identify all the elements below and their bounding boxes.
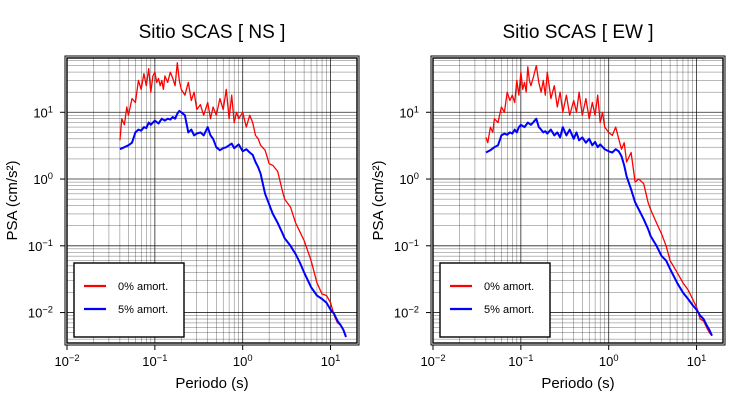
y-axis-label: PSA (cm/s²) bbox=[370, 160, 387, 240]
panel-ew: Sitio SCAS [ EW ]10−2 10−1 100 10110−210−11… bbox=[370, 22, 726, 392]
x-tick-label-base: 10 bbox=[233, 354, 247, 369]
x-tick-label-exp: 0 bbox=[247, 353, 252, 363]
x-tick-label: 10−1 bbox=[508, 353, 533, 369]
y-tick-label-base: 10 bbox=[28, 239, 42, 254]
y-tick-label-exp: −1 bbox=[408, 238, 419, 248]
y-tick-label: 10−1 bbox=[394, 238, 419, 254]
x-tick-label: 10−1 bbox=[142, 353, 167, 369]
y-tick-label: 10−2 bbox=[394, 305, 419, 321]
x-tick-label-base: 10 bbox=[321, 354, 335, 369]
y-tick-label: 100 bbox=[33, 171, 53, 187]
x-tick-label-exp: 1 bbox=[335, 353, 340, 363]
x-tick-label-base: 10 bbox=[420, 354, 434, 369]
y-tick-label-base: 10 bbox=[394, 306, 408, 321]
chart-title: Sitio SCAS [ NS ] bbox=[139, 22, 286, 43]
legend-box bbox=[73, 262, 185, 338]
x-tick-label: 100 bbox=[233, 353, 253, 369]
y-tick-label-base: 10 bbox=[33, 172, 47, 187]
x-axis-label: Periodo (s) bbox=[175, 375, 248, 392]
x-tick-label: 101 bbox=[321, 353, 341, 369]
plot-frame bbox=[66, 57, 358, 344]
y-tick-label: 100 bbox=[399, 171, 419, 187]
x-tick-label-exp: −1 bbox=[523, 353, 534, 363]
x-tick-label-exp: −2 bbox=[69, 353, 80, 363]
y-tick-label-exp: 1 bbox=[414, 104, 419, 114]
legend: 0% amort. 5% amort. bbox=[439, 262, 551, 338]
y-tick-label: 101 bbox=[399, 104, 419, 120]
x-tick-label: 10−2 bbox=[420, 353, 445, 369]
x-tick-label-base: 10 bbox=[54, 354, 68, 369]
legend: 0% amort. 5% amort. bbox=[73, 262, 185, 338]
x-tick-label-base: 10 bbox=[508, 354, 522, 369]
x-tick-label-exp: 0 bbox=[613, 353, 618, 363]
series-line-amort-0 bbox=[119, 62, 347, 336]
plot-frame bbox=[432, 57, 724, 344]
y-tick-label-exp: −2 bbox=[408, 305, 419, 315]
legend-box bbox=[439, 262, 551, 338]
y-tick-label-base: 10 bbox=[33, 105, 47, 120]
y-tick-label: 101 bbox=[33, 104, 53, 120]
x-tick-label-exp: −1 bbox=[157, 353, 168, 363]
x-tick-label-base: 10 bbox=[142, 354, 156, 369]
legend-label: 5% amort. bbox=[118, 304, 168, 316]
x-tick-label-exp: −2 bbox=[435, 353, 446, 363]
x-tick-label-base: 10 bbox=[687, 354, 701, 369]
x-tick-label: 100 bbox=[599, 353, 619, 369]
y-tick-label-exp: −1 bbox=[42, 238, 53, 248]
x-tick-label: 101 bbox=[687, 353, 707, 369]
x-tick-label: 10−2 bbox=[54, 353, 79, 369]
y-tick-label-exp: 0 bbox=[48, 171, 53, 181]
x-tick-label-exp: 1 bbox=[701, 353, 706, 363]
series-line-amort-5 bbox=[119, 109, 347, 338]
y-tick-label: 10−2 bbox=[28, 305, 53, 321]
x-tick-label-base: 10 bbox=[599, 354, 613, 369]
series-line-amort-5 bbox=[485, 117, 713, 337]
x-axis-label: Periodo (s) bbox=[541, 375, 614, 392]
y-tick-label-base: 10 bbox=[394, 239, 408, 254]
y-axis-label: PSA (cm/s²) bbox=[4, 160, 21, 240]
series-line-amort-0 bbox=[485, 64, 713, 337]
y-tick-label-base: 10 bbox=[399, 172, 413, 187]
y-tick-label: 10−1 bbox=[28, 238, 53, 254]
panel-ns: Sitio SCAS [ NS ]10−2 10−1 100 10110−210−11… bbox=[4, 22, 360, 392]
y-tick-label-exp: 0 bbox=[414, 171, 419, 181]
legend-label: 0% amort. bbox=[484, 281, 534, 293]
plot-frame-outer bbox=[430, 55, 726, 346]
legend-label: 5% amort. bbox=[484, 304, 534, 316]
y-tick-label-base: 10 bbox=[28, 306, 42, 321]
y-tick-label-exp: 1 bbox=[48, 104, 53, 114]
legend-label: 0% amort. bbox=[118, 281, 168, 293]
plot-frame-outer bbox=[64, 55, 360, 346]
chart-title: Sitio SCAS [ EW ] bbox=[503, 22, 654, 43]
y-tick-label-exp: −2 bbox=[42, 305, 53, 315]
y-tick-label-base: 10 bbox=[399, 105, 413, 120]
